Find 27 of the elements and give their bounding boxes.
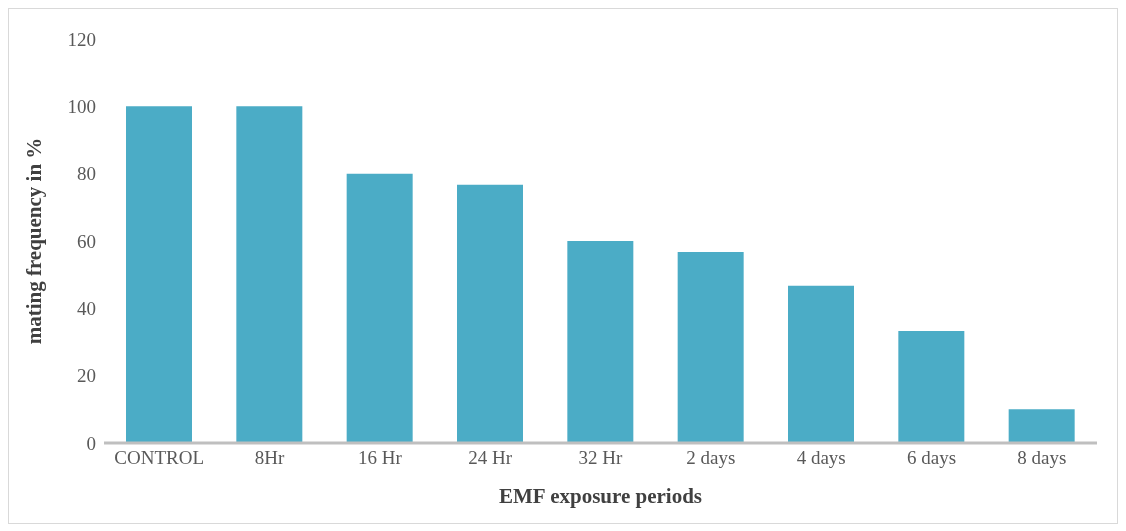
bar bbox=[567, 241, 634, 443]
x-tick-label: 16 Hr bbox=[357, 447, 403, 469]
y-tick-label: 60 bbox=[77, 230, 96, 252]
bar bbox=[677, 252, 744, 443]
x-tick-label: 32 Hr bbox=[578, 447, 624, 469]
y-tick-label: 40 bbox=[77, 298, 96, 320]
x-axis-title: EMF exposure periods bbox=[499, 484, 702, 508]
bar bbox=[126, 106, 192, 443]
x-tick-label: 24 Hr bbox=[468, 447, 513, 469]
bar bbox=[236, 106, 303, 443]
x-tick-label: 8 days bbox=[1017, 447, 1067, 469]
x-tick-label: 4 days bbox=[796, 447, 846, 469]
bar bbox=[346, 173, 413, 443]
y-tick-label: 20 bbox=[77, 365, 96, 387]
bar bbox=[457, 184, 523, 443]
x-tick-label: 8Hr bbox=[254, 447, 285, 469]
y-tick-label: 100 bbox=[67, 96, 96, 118]
x-tick-label: CONTROL bbox=[114, 447, 205, 469]
y-tick-label: 120 bbox=[67, 28, 96, 50]
y-tick-label: 0 bbox=[86, 432, 96, 454]
y-tick-label: 80 bbox=[77, 163, 96, 185]
x-tick-label: 6 days bbox=[906, 447, 957, 469]
bar bbox=[898, 330, 965, 443]
bar bbox=[788, 285, 854, 443]
y-axis-title: mating frequency in % bbox=[22, 137, 47, 345]
x-tick-label: 2 days bbox=[686, 447, 736, 469]
bar bbox=[1008, 409, 1075, 443]
